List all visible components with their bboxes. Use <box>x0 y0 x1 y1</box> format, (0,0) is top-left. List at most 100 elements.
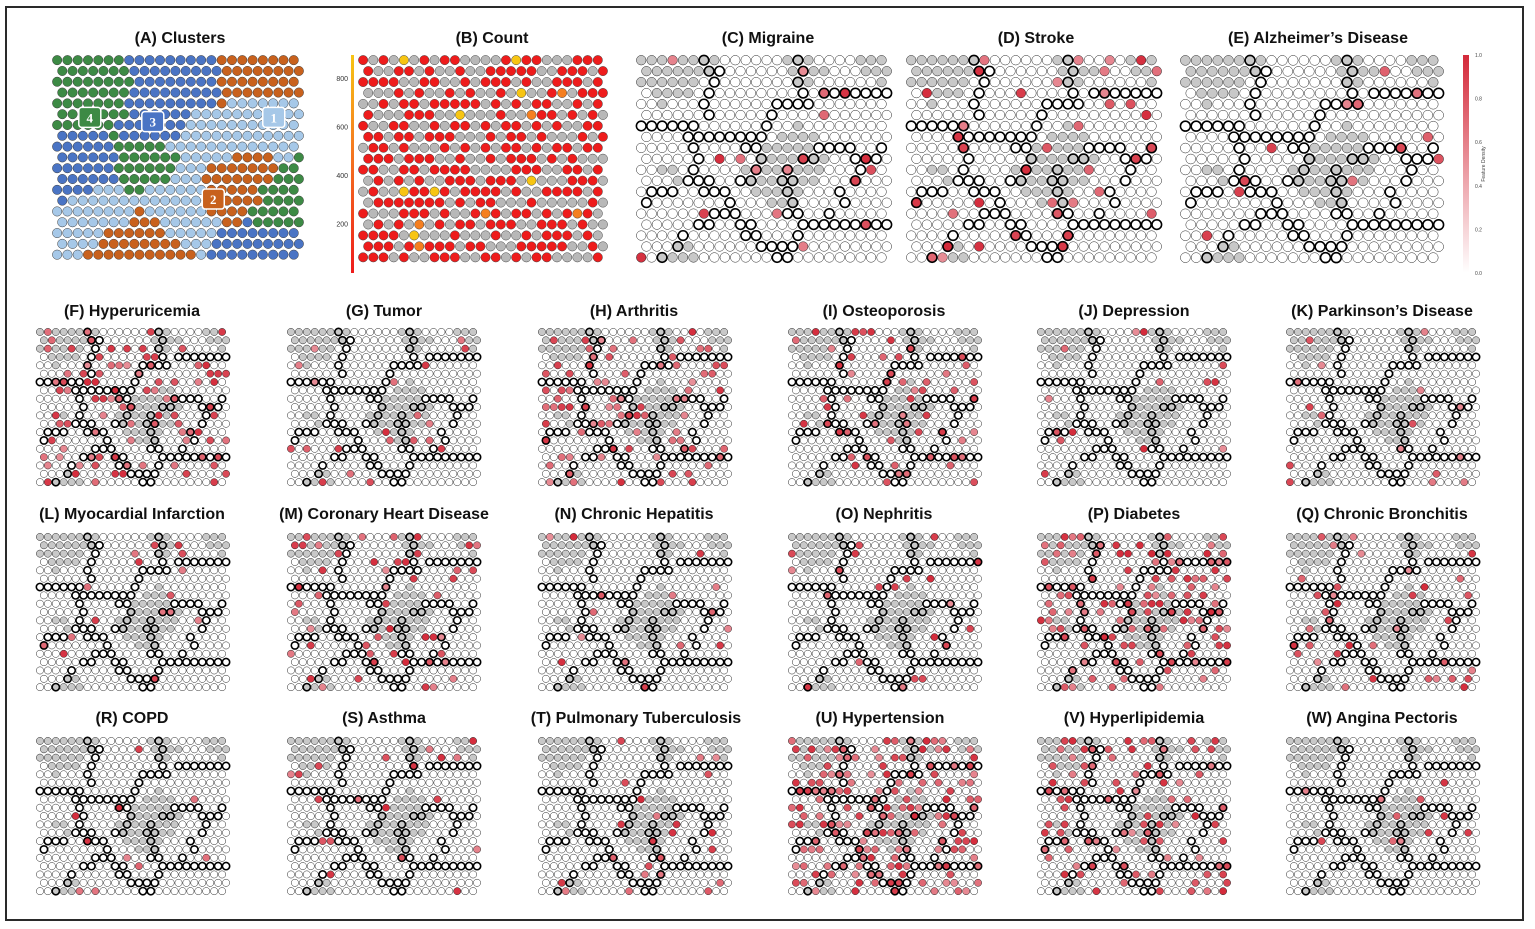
node-h-12-21 <box>704 428 713 436</box>
node-c-17-22 <box>871 241 882 252</box>
node-g-10-4 <box>318 411 327 420</box>
node-h-5-4 <box>573 369 582 378</box>
node-k-2-11 <box>1373 344 1381 353</box>
node-h-11-0 <box>542 419 550 428</box>
node-c-4-15 <box>792 98 804 110</box>
node-f-11-12 <box>135 419 143 428</box>
node-j-13-10 <box>1120 436 1128 445</box>
node-h-0-8 <box>601 328 610 336</box>
node-j-16-21 <box>1203 461 1212 470</box>
node-e-11-2 <box>1207 175 1218 187</box>
node-k-3-6 <box>1336 352 1346 362</box>
node-a-17-0 <box>57 238 68 249</box>
node-e-13-3 <box>1217 197 1229 209</box>
node-d-7-7 <box>983 131 996 143</box>
node-h-13-14 <box>652 435 662 445</box>
node-k-6-7 <box>1341 378 1350 386</box>
node-b-0-16 <box>521 55 532 66</box>
node-e-6-8 <box>1266 120 1277 132</box>
node-f-4-7 <box>91 361 100 370</box>
node-c-4-12 <box>761 99 772 110</box>
node-j-16-6 <box>1084 461 1093 470</box>
node-i-5-2 <box>807 369 816 378</box>
node-d-18-14 <box>1051 251 1064 264</box>
node-j-10-19 <box>1187 411 1196 420</box>
node-e-8-17 <box>1362 142 1375 154</box>
node-f-13-5 <box>79 436 88 445</box>
node-d-10-16 <box>1073 164 1084 175</box>
node-b-3-11 <box>475 88 486 98</box>
node-e-11-6 <box>1249 175 1262 187</box>
node-k-11-0 <box>1290 419 1298 428</box>
node-b-15-7 <box>434 219 445 230</box>
node-c-17-7 <box>714 241 725 252</box>
node-j-5-7 <box>1096 369 1105 378</box>
node-c-12-6 <box>698 186 710 198</box>
node-d-5-1 <box>921 109 932 121</box>
node-a-0-23 <box>288 55 299 66</box>
node-e-5-7 <box>1260 109 1272 121</box>
node-b-1-8 <box>444 66 455 76</box>
node-e-11-18 <box>1379 175 1390 187</box>
node-i-17-2 <box>807 469 816 478</box>
node-a-17-16 <box>221 238 232 249</box>
node-k-6-22 <box>1460 378 1469 386</box>
node-j-1-17 <box>1175 336 1184 345</box>
node-a-16-10 <box>155 228 165 239</box>
node-g-1-6 <box>337 335 347 345</box>
node-b-15-10 <box>465 219 476 230</box>
node-i-10-10 <box>867 411 876 420</box>
node-g-1-7 <box>345 335 355 345</box>
node-h-15-7 <box>597 453 606 462</box>
node-i-14-12 <box>883 444 891 453</box>
node-c-17-18 <box>829 241 840 252</box>
node-j-14-6 <box>1084 444 1093 453</box>
node-c-17-21 <box>860 241 871 252</box>
node-d-0-14 <box>1052 55 1063 66</box>
node-i-4-19 <box>938 361 947 370</box>
node-b-1-12 <box>485 66 496 76</box>
density-colorbar-tick-1-0: 1.0 <box>1475 53 1482 59</box>
node-g-0-12 <box>382 328 390 336</box>
node-k-0-17 <box>1420 328 1429 336</box>
node-k-3-18 <box>1432 352 1441 362</box>
node-j-12-3 <box>1060 427 1070 437</box>
node-e-5-19 <box>1390 109 1401 121</box>
node-d-3-3 <box>942 88 953 99</box>
node-i-10-20 <box>946 411 955 420</box>
node-g-16-3 <box>310 461 319 470</box>
node-h-3-1 <box>549 353 558 361</box>
node-f-15-3 <box>63 453 72 462</box>
node-c-9-11 <box>755 153 768 165</box>
node-k-14-16 <box>1412 444 1421 453</box>
node-e-8-3 <box>1212 142 1223 154</box>
node-b-11-17 <box>536 175 547 186</box>
node-f-6-10 <box>115 378 124 386</box>
node-b-1-7 <box>434 66 445 76</box>
node-g-8-5 <box>326 394 335 404</box>
node-d-14-23 <box>1146 208 1157 219</box>
node-a-12-18 <box>237 184 248 195</box>
node-d-2-20 <box>1115 77 1126 88</box>
node-k-5-1 <box>1297 369 1306 378</box>
node-b-10-14 <box>501 164 511 175</box>
node-k-4-10 <box>1365 361 1374 370</box>
node-j-12-19 <box>1186 427 1196 437</box>
node-h-12-3 <box>561 427 571 437</box>
node-c-2-16 <box>803 77 814 88</box>
node-c-5-4 <box>683 109 694 121</box>
node-k-3-8 <box>1353 353 1362 361</box>
node-f-4-18 <box>178 361 187 370</box>
node-i-0-19 <box>938 328 947 336</box>
node-k-4-14 <box>1396 360 1406 370</box>
node-i-7-6 <box>838 385 848 395</box>
node-k-2-17 <box>1420 344 1429 353</box>
node-g-1-0 <box>291 336 299 345</box>
node-b-4-4 <box>398 98 409 109</box>
node-k-3-23 <box>1471 352 1481 362</box>
node-h-10-20 <box>696 411 705 420</box>
node-d-0-1 <box>916 55 927 66</box>
node-e-18-0 <box>1180 252 1191 263</box>
node-g-7-22 <box>465 386 474 395</box>
node-i-17-12 <box>886 469 896 479</box>
